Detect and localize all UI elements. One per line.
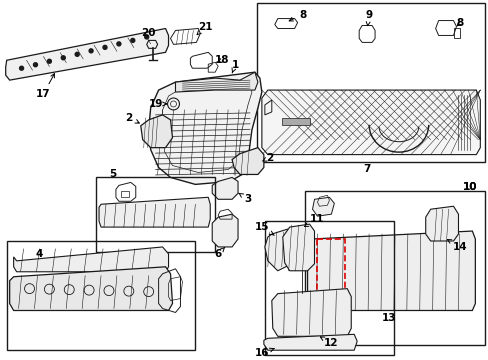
Circle shape	[117, 42, 121, 46]
Circle shape	[34, 63, 38, 67]
Text: 6: 6	[214, 247, 224, 259]
Polygon shape	[175, 72, 257, 92]
Polygon shape	[312, 197, 334, 216]
Polygon shape	[264, 334, 356, 350]
Circle shape	[47, 59, 51, 63]
Polygon shape	[148, 72, 262, 184]
Circle shape	[144, 35, 148, 39]
Text: 21: 21	[197, 22, 212, 35]
Text: 8: 8	[456, 18, 463, 27]
Polygon shape	[264, 229, 294, 271]
Text: 18: 18	[214, 55, 229, 65]
Text: 19: 19	[148, 99, 166, 109]
Text: 10: 10	[462, 183, 477, 192]
Bar	[317, 239, 345, 306]
Polygon shape	[14, 247, 168, 272]
Text: 5: 5	[109, 170, 116, 180]
Text: 17: 17	[36, 73, 54, 99]
Polygon shape	[232, 148, 264, 175]
Polygon shape	[281, 118, 309, 125]
Polygon shape	[425, 206, 458, 241]
Bar	[256, 3, 484, 162]
Circle shape	[103, 45, 107, 49]
Text: 11: 11	[304, 214, 324, 226]
Text: 7: 7	[363, 165, 370, 175]
Circle shape	[61, 56, 65, 60]
Bar	[7, 241, 195, 350]
Polygon shape	[271, 289, 350, 336]
Circle shape	[20, 66, 23, 70]
Polygon shape	[282, 224, 314, 271]
Text: 13: 13	[381, 314, 395, 323]
Text: 12: 12	[320, 337, 338, 348]
Polygon shape	[212, 177, 238, 199]
Circle shape	[75, 52, 79, 56]
Polygon shape	[307, 231, 474, 310]
Polygon shape	[6, 28, 168, 80]
Text: 10: 10	[462, 183, 477, 192]
Bar	[304, 192, 484, 345]
Polygon shape	[99, 197, 210, 227]
Bar	[96, 177, 215, 252]
Text: 2: 2	[125, 113, 139, 123]
Text: 16: 16	[254, 348, 274, 358]
Text: 3: 3	[239, 193, 251, 204]
Text: 1: 1	[231, 60, 238, 73]
Text: 2: 2	[262, 153, 273, 163]
Circle shape	[131, 39, 135, 42]
Polygon shape	[212, 214, 238, 247]
Text: 14: 14	[447, 239, 467, 252]
Polygon shape	[10, 267, 172, 310]
Text: 8: 8	[288, 10, 305, 21]
Circle shape	[89, 49, 93, 53]
Text: 9: 9	[365, 10, 372, 26]
Text: 4: 4	[36, 249, 43, 259]
Text: 15: 15	[254, 222, 274, 235]
Bar	[264, 221, 393, 355]
Text: 20: 20	[141, 28, 156, 39]
Polygon shape	[262, 90, 479, 154]
Polygon shape	[141, 115, 172, 148]
